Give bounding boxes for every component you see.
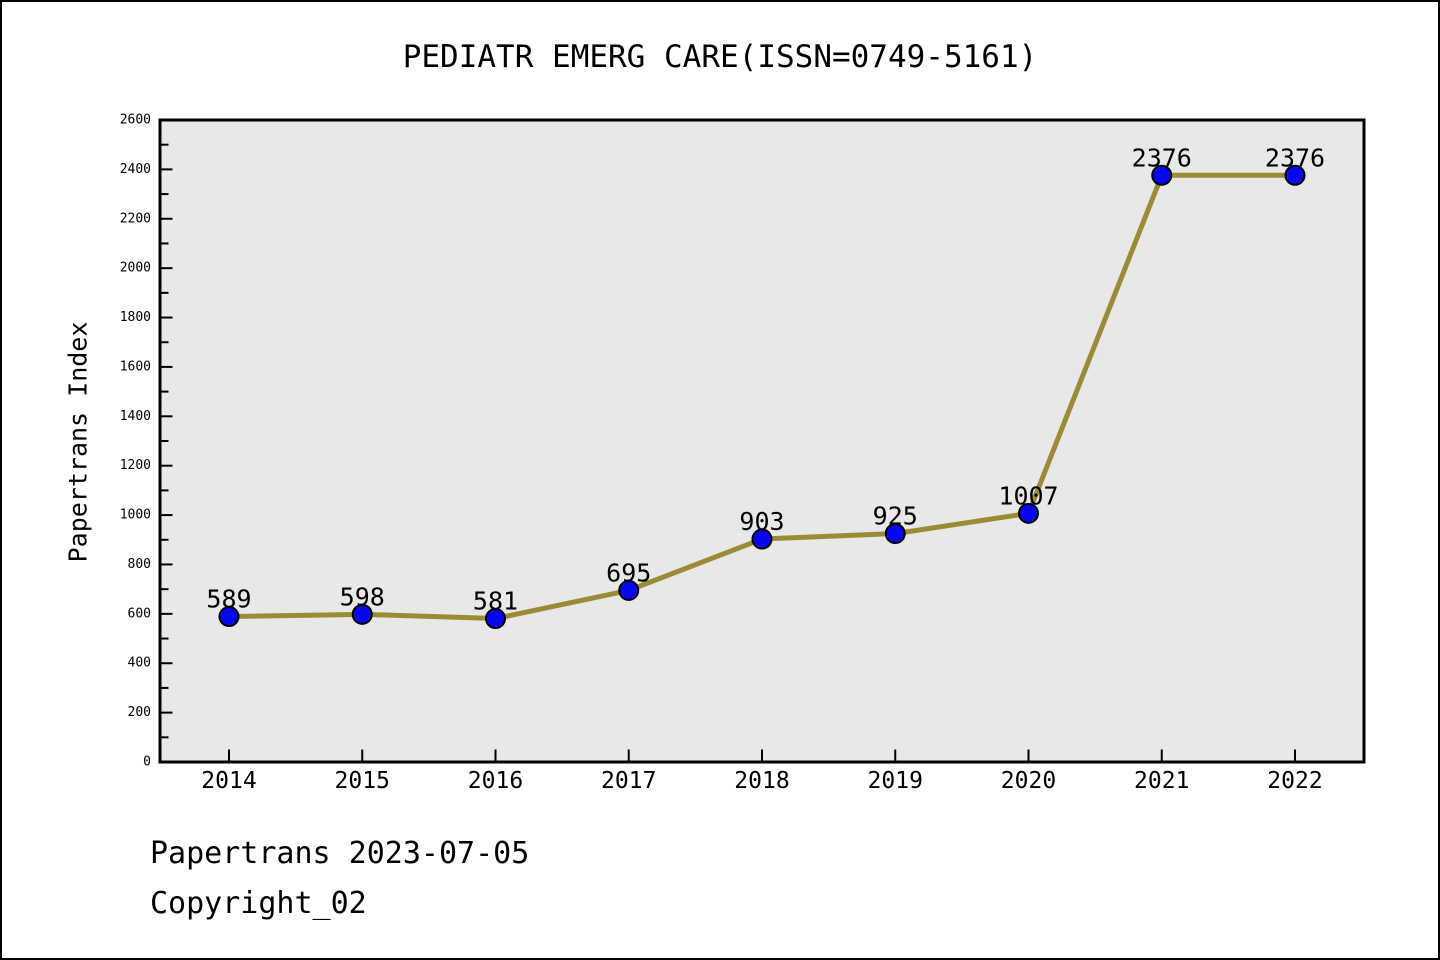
y-axis-tick-label: 1600: [120, 359, 151, 374]
y-axis-tick-label: 1200: [120, 458, 151, 473]
y-axis-tick-label: 1400: [120, 409, 151, 424]
data-point-label: 589: [206, 585, 251, 614]
data-point: [351, 603, 373, 625]
x-axis-tick-label: 2022: [1267, 768, 1322, 794]
footer-source-date: Papertrans 2023-07-05: [150, 836, 530, 871]
y-axis-tick-label: 2200: [120, 211, 151, 226]
data-point-label: 598: [340, 582, 385, 611]
chart-title: PEDIATR EMERG CARE(ISSN=0749-5161): [402, 39, 1038, 75]
data-point-label: 2376: [1132, 143, 1192, 172]
data-point-label: 925: [873, 502, 918, 531]
data-point: [1151, 164, 1173, 186]
x-axis-tick-label: 2014: [201, 768, 256, 794]
data-point: [884, 523, 906, 545]
data-point: [751, 528, 773, 550]
y-axis-tick-label: 1000: [120, 508, 151, 523]
x-axis-tick-label: 2015: [335, 768, 390, 794]
y-axis-tick-label: 600: [128, 606, 151, 621]
y-axis-tick-label: 0: [143, 755, 151, 770]
x-axis-tick-label: 2016: [468, 768, 523, 794]
data-point-label: 695: [606, 558, 651, 587]
data-point-label: 903: [739, 507, 784, 536]
y-axis-tick-label: 1800: [120, 310, 151, 325]
data-point: [618, 579, 640, 601]
footer-copyright: Copyright_02: [150, 886, 367, 921]
y-axis-tick-label: 200: [128, 705, 151, 720]
plot-area: [158, 118, 1366, 764]
x-axis-tick-label: 2017: [601, 768, 656, 794]
y-axis-tick-label: 400: [128, 656, 151, 671]
y-axis-tick-label: 2600: [120, 113, 151, 128]
x-axis-tick-label: 2019: [868, 768, 923, 794]
data-point-label: 581: [473, 587, 518, 616]
x-axis-tick-label: 2020: [1001, 768, 1056, 794]
data-point: [1018, 502, 1039, 524]
y-axis-tick-label: 800: [128, 557, 151, 572]
data-point: [1284, 164, 1306, 186]
y-axis-tick-label: 2400: [120, 162, 151, 177]
x-axis-tick-label: 2021: [1134, 768, 1189, 794]
y-axis-tick-label: 2000: [120, 261, 151, 276]
data-point: [218, 606, 240, 628]
data-point-label: 2376: [1265, 143, 1325, 172]
x-axis-tick-label: 2018: [734, 768, 789, 794]
data-point: [485, 608, 506, 630]
data-point-label: 1007: [998, 481, 1058, 510]
